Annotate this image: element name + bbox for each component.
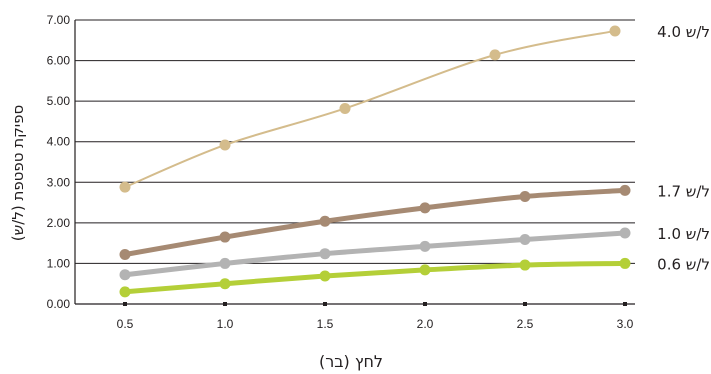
grid-layer [75,19,635,264]
data-point [219,257,231,269]
x-tick-label: 2.5 [517,317,534,331]
series-line [124,29,616,189]
series-label: 1.0 ל/ש [657,225,710,243]
series-line [122,187,628,258]
series-1 [119,184,631,261]
x-tick-label: 2.0 [417,317,434,331]
x-tick-label: 3.0 [617,317,634,331]
y-tick-label: 6.00 [47,54,71,68]
series-label: 4.0 ל/ש [657,23,710,41]
series-label: 1.7 ל/ש [657,182,710,200]
data-point [119,249,131,261]
y-tick-label: 1.00 [47,256,71,270]
data-point [219,231,231,243]
data-point [519,233,531,245]
data-point [119,286,131,298]
data-point [419,202,431,214]
series-2 [119,227,631,281]
x-tick-mark [223,302,227,306]
x-tick-label: 1.5 [317,317,334,331]
data-point [489,49,501,61]
y-tick-label: 2.00 [47,216,71,230]
x-tick-mark [323,302,327,306]
x-axis-label: לחץ (בר) [319,352,383,371]
x-tick-mark [423,302,427,306]
data-point [519,190,531,202]
data-point [609,25,621,37]
series-3 [119,257,631,298]
data-point [619,184,631,196]
y-axis-label: ספיקת טפטפת (ל/ש) [9,105,27,241]
data-point [419,240,431,252]
data-point [319,248,331,260]
y-tick-label: 3.00 [47,175,71,189]
data-point [519,259,531,271]
y-tick-label: 0.00 [47,297,71,311]
y-tick-label: 4.00 [47,135,71,149]
x-tick-label: 0.5 [117,317,134,331]
data-point [119,181,131,193]
data-point [219,278,231,290]
data-point [319,215,331,227]
data-point [419,264,431,276]
axis-layer: 0.00 1.00 2.00 3.00 4.00 5.00 6.00 7.00 0.5 1.0 1.… [47,13,635,331]
series-label: 0.6 ל/ש [657,255,710,273]
data-point [319,270,331,282]
x-tick-mark [123,302,127,306]
data-point [339,102,351,114]
y-tick-label: 5.00 [47,94,71,108]
series-line [122,230,628,278]
series-layer [119,25,631,298]
data-point [619,257,631,269]
data-point [619,227,631,239]
data-point [219,139,231,151]
x-tick-mark [523,302,527,306]
series-0 [119,25,621,193]
x-tick-mark [623,302,627,306]
series-line [122,260,628,295]
label-layer: 4.0 ל/ש 1.7 ל/ש 1.0 ל/ש 0.6 ל/ש [657,23,710,273]
x-tick-label: 1.0 [217,317,234,331]
data-point [119,269,131,281]
y-tick-label: 7.00 [47,13,71,27]
